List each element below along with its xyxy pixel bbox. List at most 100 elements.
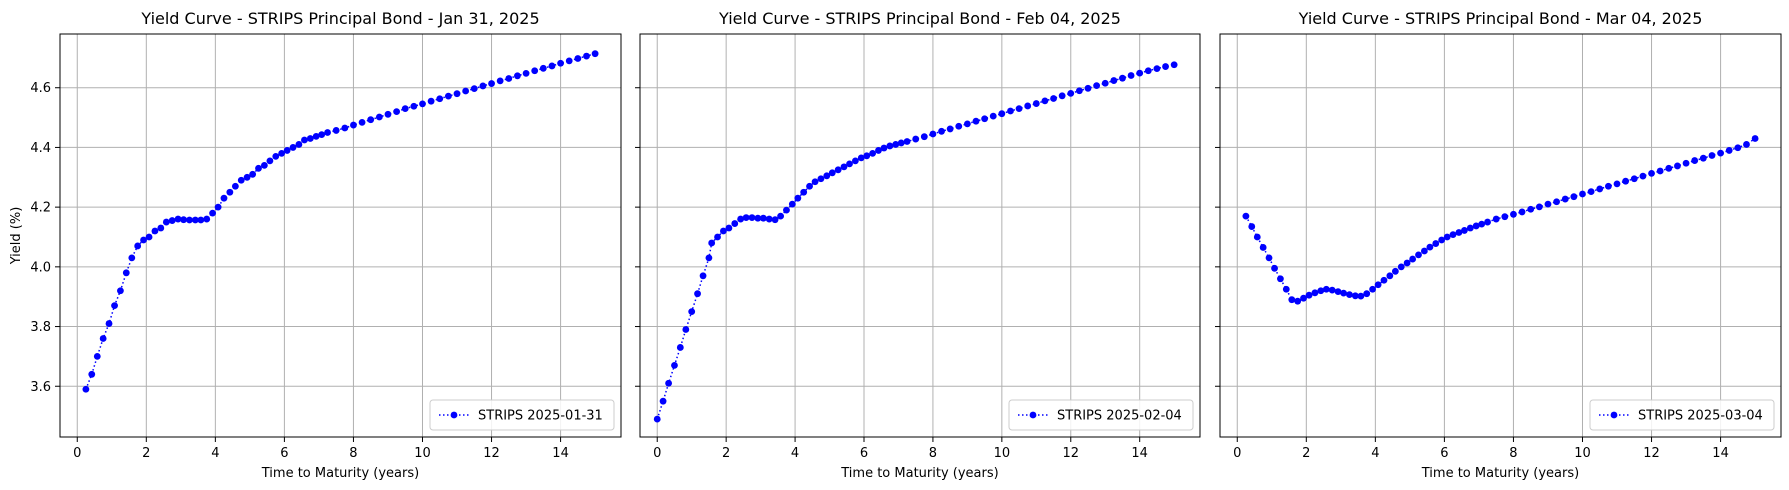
data-point — [1386, 272, 1394, 280]
data-point — [444, 92, 452, 100]
data-point — [759, 214, 767, 222]
x-tick-label: 12 — [1062, 446, 1079, 461]
data-point — [1449, 231, 1457, 239]
data-point — [1271, 264, 1278, 272]
data-point — [1334, 288, 1342, 296]
series-line — [85, 52, 596, 390]
data-point — [505, 75, 513, 82]
data-point — [1561, 195, 1569, 203]
data-point — [1579, 190, 1586, 198]
x-tick-label: 0 — [73, 446, 81, 461]
data-point — [1518, 208, 1526, 216]
data-point — [180, 216, 187, 224]
legend: STRIPS 2025-02-04 — [1008, 399, 1194, 431]
x-tick-label: 14 — [1131, 446, 1148, 461]
chart-panel-3: 0 2 4 6 8 10 12 14 Yield Curve - STRIPS Principa… — [1215, 9, 1782, 481]
data-point — [1743, 141, 1750, 148]
data-point — [272, 152, 280, 160]
data-point — [1153, 65, 1161, 73]
data-point — [955, 122, 963, 130]
data-point — [688, 308, 696, 316]
data-point — [811, 178, 819, 186]
data-point — [197, 216, 205, 224]
data-point — [1058, 92, 1066, 100]
data-point — [1725, 147, 1733, 154]
data-point — [203, 215, 211, 223]
x-tick-label: 4 — [211, 446, 219, 461]
data-point — [846, 160, 853, 168]
y-tick-label: 3.8 — [30, 320, 51, 335]
plot-frame — [59, 33, 622, 438]
data-point — [231, 182, 239, 190]
data-point — [1144, 67, 1152, 75]
data-point — [1553, 198, 1560, 206]
data-point — [393, 108, 400, 116]
data-point — [1510, 210, 1517, 218]
data-point — [470, 85, 478, 93]
data-point — [863, 152, 871, 160]
data-point — [1369, 285, 1376, 293]
data-point — [912, 135, 920, 143]
data-point — [488, 80, 495, 87]
data-point — [1380, 276, 1388, 284]
data-point — [557, 59, 564, 67]
data-point — [410, 102, 418, 110]
data-point — [1466, 224, 1474, 232]
data-point — [306, 135, 314, 142]
data-point — [312, 132, 320, 140]
data-point — [857, 154, 865, 162]
data-point — [998, 110, 1006, 118]
data-point — [350, 121, 357, 129]
y-tick-label: 4.4 — [30, 141, 51, 156]
data-point — [82, 385, 90, 393]
data-point — [289, 144, 297, 151]
chart-title: Yield Curve - STRIPS Principal Bond - Fe… — [718, 9, 1121, 28]
data-point — [1639, 172, 1647, 180]
chart-panel-2: 0 2 4 6 8 10 12 14 Yield Curve - STRIPS Principa… — [635, 9, 1201, 481]
data-point — [671, 361, 678, 369]
data-point — [1277, 275, 1284, 283]
plot-frame — [639, 33, 1201, 438]
data-point — [191, 216, 199, 224]
data-point — [1455, 229, 1463, 236]
data-point — [255, 164, 262, 172]
data-point — [875, 147, 882, 154]
data-point — [1253, 233, 1261, 241]
data-point — [548, 62, 556, 70]
data-point — [1443, 233, 1451, 241]
data-point — [401, 105, 409, 113]
data-point — [384, 110, 392, 118]
data-point — [834, 166, 842, 174]
data-point — [1492, 215, 1500, 223]
legend-box — [429, 399, 615, 431]
x-tick-label: 6 — [860, 446, 868, 461]
x-tick-label: 2 — [722, 446, 730, 461]
legend-marker — [450, 411, 458, 419]
data-point — [725, 224, 733, 232]
data-point — [1699, 154, 1707, 162]
data-point — [886, 142, 894, 150]
data-point — [1259, 244, 1267, 251]
x-tick-label: 4 — [1371, 446, 1379, 461]
data-point — [1351, 292, 1359, 300]
data-point — [324, 129, 331, 136]
data-point — [1127, 72, 1135, 79]
data-point — [358, 118, 366, 126]
data-point — [168, 217, 176, 224]
data-point — [1242, 212, 1250, 220]
data-point — [828, 169, 836, 177]
data-point — [1288, 296, 1296, 304]
data-point — [1162, 63, 1169, 70]
legend-label: STRIPS 2025-03-04 — [1638, 409, 1763, 424]
x-tick-label: 0 — [1233, 446, 1241, 461]
data-point — [128, 254, 136, 262]
data-point — [1570, 193, 1578, 201]
data-point — [1032, 100, 1040, 107]
data-point — [375, 113, 383, 121]
data-point — [1409, 255, 1417, 263]
data-point — [659, 397, 667, 405]
data-point — [1363, 290, 1371, 298]
data-point — [719, 227, 727, 235]
data-point — [1717, 149, 1724, 157]
data-point — [1093, 82, 1101, 90]
